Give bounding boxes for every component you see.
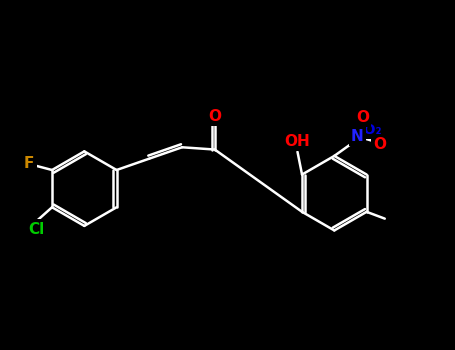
Text: F: F [24, 156, 35, 171]
Text: OH: OH [285, 134, 310, 149]
Text: Cl: Cl [28, 222, 44, 237]
Text: O: O [208, 109, 221, 124]
Text: O: O [373, 137, 386, 152]
Text: N: N [351, 129, 364, 144]
Text: NO₂: NO₂ [353, 123, 382, 137]
Text: O: O [356, 110, 369, 125]
